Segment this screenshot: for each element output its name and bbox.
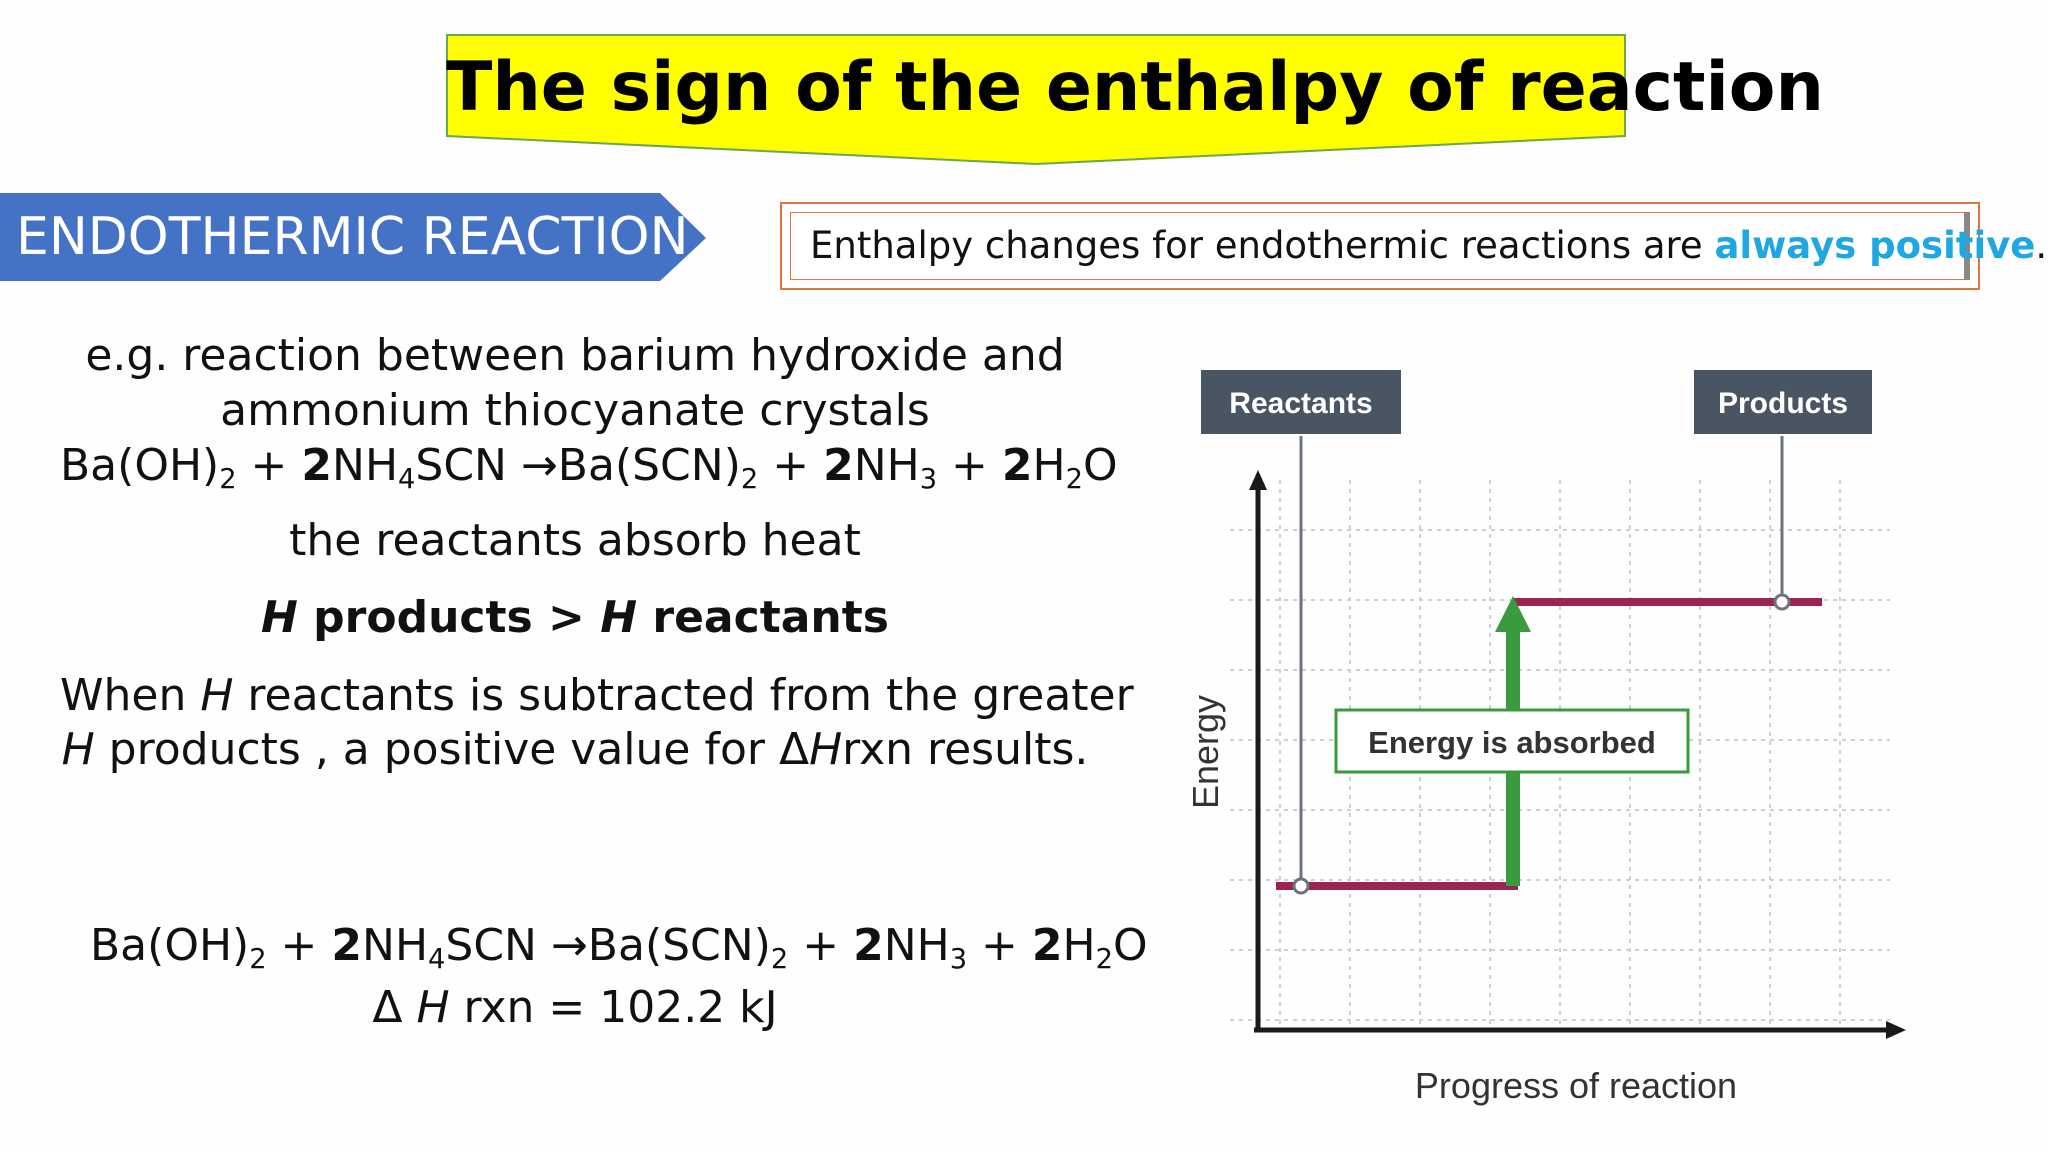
equation-top: Ba(OH)2 + 2NH4SCN →Ba(SCN)2 + 2NH3 + 2H2… [60, 440, 1118, 496]
section-label: ENDOTHERMIC REACTION [16, 207, 689, 267]
note-inner-border [790, 212, 1970, 280]
energy-absorbed-arrowhead [1495, 596, 1531, 632]
explanation-line-2: H products , a positive value for ΔHrxn … [61, 724, 1089, 775]
comparison-text: H products > H reactants [261, 592, 889, 643]
reactants-label-box [1201, 370, 1401, 434]
delta-h-value: Δ H rxn = 102.2 kJ [372, 982, 778, 1033]
x-axis-arrowhead [1886, 1021, 1906, 1039]
grid [1230, 480, 1890, 1030]
title-banner-shape [446, 34, 1626, 166]
absorb-text: the reactants absorb heat [289, 515, 861, 566]
energy-diagram: Reactants Products Energy is absorbed En… [1185, 370, 1906, 1106]
section-arrow-shape [0, 193, 706, 281]
y-axis-label: Energy [1185, 695, 1226, 809]
title-banner: The sign of the enthalpy of reaction [446, 34, 1824, 166]
enthalpy-note-box: Enthalpy changes for endothermic reactio… [780, 202, 2047, 290]
reactants-marker [1292, 877, 1310, 895]
products-label: Products [1718, 387, 1848, 420]
note-text-before: Enthalpy changes for endothermic reactio… [810, 224, 1715, 267]
products-marker [1773, 593, 1791, 611]
page-title: The sign of the enthalpy of reaction [446, 48, 1824, 127]
note-text: Enthalpy changes for endothermic reactio… [810, 224, 2047, 267]
absorbed-label: Energy is absorbed [1368, 725, 1656, 760]
example-line-2: ammonium thiocyanate crystals [220, 385, 930, 436]
products-label-box [1694, 370, 1872, 434]
x-axis-label: Progress of reaction [1415, 1065, 1737, 1106]
reactants-label: Reactants [1229, 387, 1372, 420]
note-highlight: always positive [1714, 224, 2036, 267]
equation-bottom: Ba(OH)2 + 2NH4SCN →Ba(SCN)2 + 2NH3 + 2H2… [90, 920, 1148, 976]
y-axis-arrowhead [1249, 470, 1267, 490]
note-text-after: . [2035, 224, 2048, 267]
example-line-1: e.g. reaction between barium hydroxide a… [85, 330, 1065, 381]
absorbed-label-box [1334, 708, 1690, 774]
explanation-line-1: When H reactants is subtracted from the … [60, 670, 1134, 721]
section-label-arrow: ENDOTHERMIC REACTION [0, 193, 710, 283]
